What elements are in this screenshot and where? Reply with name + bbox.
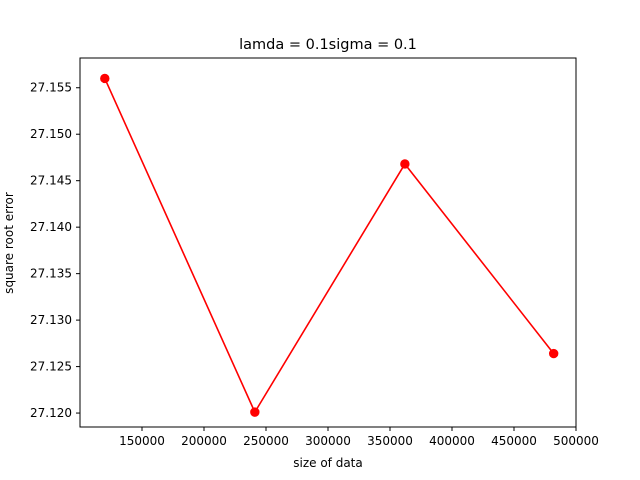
x-tick-label: 350000 <box>367 434 413 448</box>
data-point <box>548 348 559 359</box>
data-point <box>100 73 110 84</box>
y-tick-label: 27.150 <box>30 127 72 141</box>
y-tick-label: 27.130 <box>30 313 72 327</box>
data-point <box>400 159 410 169</box>
series-line <box>104 78 555 413</box>
chart-title: lamda = 0.1sigma = 0.1 <box>239 37 417 53</box>
x-tick-label: 150000 <box>119 434 165 448</box>
y-tick-label: 27.145 <box>30 174 72 188</box>
y-tick-label: 27.140 <box>30 220 72 234</box>
x-tick-label: 450000 <box>491 434 537 448</box>
x-tick-label: 250000 <box>243 434 289 448</box>
data-point <box>250 407 260 417</box>
x-tick-label: 500000 <box>553 434 599 448</box>
y-tick-label: 27.135 <box>30 267 72 281</box>
plot-area: 150000 200000 250000 300000 350000 400000 4500… <box>30 57 599 448</box>
x-axis-label: size of data <box>293 456 363 470</box>
y-axis-label: square root error <box>2 192 16 294</box>
y-tick-label: 27.125 <box>30 360 72 374</box>
y-tick-label: 27.120 <box>30 406 72 420</box>
x-tick-label: 300000 <box>305 434 351 448</box>
x-tick-label: 200000 <box>181 434 227 448</box>
x-tick-label: 400000 <box>429 434 475 448</box>
y-tick-label: 27.155 <box>30 81 72 95</box>
